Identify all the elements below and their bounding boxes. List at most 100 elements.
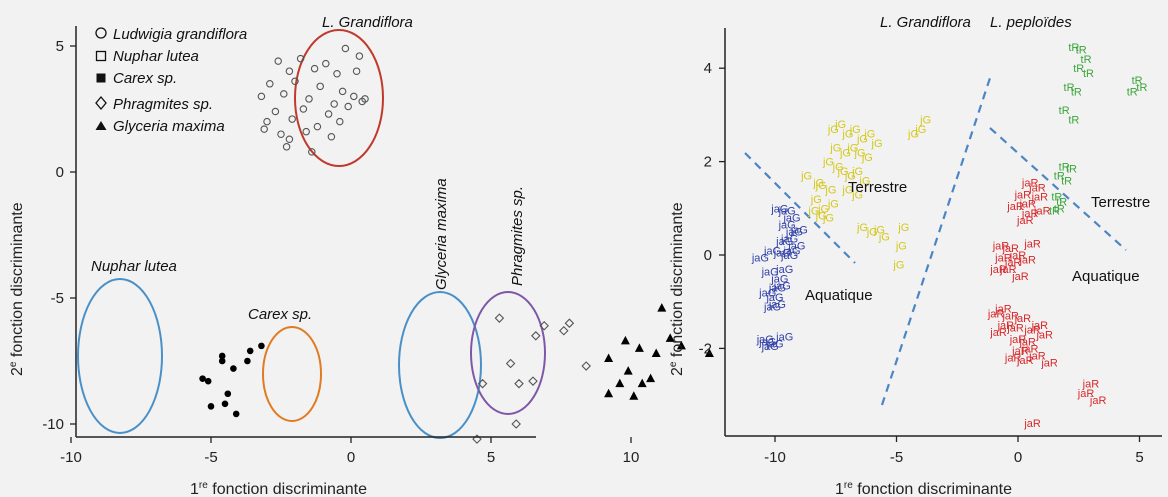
point-jar: jaR	[1077, 388, 1095, 400]
point-jag: jaG	[763, 301, 781, 313]
point-jar: jaR	[1028, 182, 1046, 194]
point-tr: tR	[1061, 175, 1072, 187]
point-carex-sp	[246, 347, 254, 355]
left-x-tick-label: -5	[204, 449, 217, 466]
left-xlabel-num: 1	[190, 481, 199, 497]
point-jg: jG	[919, 115, 931, 127]
point-glyceria-maxima	[637, 378, 647, 388]
point-ludwigia-grandiflora	[305, 95, 313, 103]
legend-filled-triangle-icon	[95, 121, 107, 130]
point-ludwigia-grandiflora	[344, 102, 352, 111]
point-tr: tR	[1054, 203, 1065, 215]
point-ludwigia-grandiflora	[322, 59, 330, 68]
point-jg: jG	[871, 138, 883, 150]
point-jar: jaR	[1018, 199, 1036, 211]
point-jag: jaG	[758, 336, 776, 348]
legend-open-square-icon	[95, 50, 107, 62]
point-jar: jaR	[1011, 271, 1029, 283]
point-jag: jaG	[756, 334, 774, 346]
point-phragmites-sp	[505, 358, 516, 369]
point-phragmites-sp	[514, 378, 524, 389]
right-x-tick-label: 0	[1014, 449, 1022, 466]
point-ludwigia-grandiflora	[274, 57, 282, 65]
left-x-tick-label: 5	[487, 449, 495, 466]
point-jag: jaG	[765, 339, 783, 351]
point-jar: jaR	[1014, 189, 1032, 201]
point-jg: jG	[807, 206, 819, 218]
point-tr: tR	[1076, 45, 1087, 57]
point-tr: tR	[1066, 164, 1077, 176]
right-ylabel-sup: e	[668, 361, 679, 367]
point-jag: jaG	[775, 264, 793, 276]
point-carex-sp	[232, 410, 240, 418]
point-jg: jG	[856, 222, 868, 234]
point-jg: jG	[841, 129, 853, 141]
point-ludwigia-grandiflora	[263, 117, 271, 126]
point-glyceria-maxima	[620, 335, 630, 345]
point-jag: jaG	[787, 241, 805, 253]
point-jg: jG	[858, 175, 870, 187]
point-ludwigia-grandiflora	[257, 92, 266, 101]
label-aquatique-grandiflora: Aquatique	[805, 287, 873, 304]
point-jar: jaR	[1021, 178, 1039, 190]
point-ludwigia-grandiflora	[336, 117, 344, 126]
point-jar: jaR	[1028, 350, 1046, 362]
point-carex-sp	[204, 377, 212, 385]
point-ludwigia-grandiflora	[358, 97, 366, 106]
point-ludwigia-grandiflora	[277, 130, 285, 138]
point-tr: tR	[1064, 82, 1075, 94]
point-jar: jaR	[1021, 343, 1039, 355]
point-jar: jaR	[989, 327, 1007, 339]
point-jar: jaR	[997, 320, 1015, 332]
right-ylabel-num: 2	[669, 367, 686, 376]
point-ludwigia-grandiflora	[327, 132, 336, 141]
point-jg: jG	[844, 171, 856, 183]
ellipse-phragmites	[398, 291, 482, 439]
point-tr: tR	[1054, 171, 1065, 183]
point-ludwigia-grandiflora	[330, 100, 338, 108]
point-ludwigia-grandiflora	[291, 77, 299, 86]
legend-label-glyceria: Glyceria maxima	[113, 118, 225, 135]
point-tr: tR	[1059, 161, 1070, 173]
point-carex-sp	[221, 400, 229, 408]
point-carex-sp	[199, 375, 206, 382]
point-jar: jaR	[1035, 329, 1053, 341]
label-glyceria: Glyceria maxima	[433, 178, 450, 290]
point-glyceria-maxima	[623, 366, 633, 375]
point-jar: jaR	[1023, 325, 1041, 337]
label-terrestre-grandiflora: Terrestre	[848, 179, 907, 196]
point-phragmites-sp	[511, 419, 521, 429]
point-jar: jaR	[1004, 257, 1022, 269]
point-jg: jG	[834, 119, 846, 131]
point-ludwigia-grandiflora	[296, 54, 305, 63]
right-xlabel-sup: re	[844, 480, 853, 491]
point-jar: jaR	[1009, 334, 1027, 346]
point-jg: jG	[895, 241, 907, 253]
point-ludwigia-grandiflora	[316, 82, 324, 91]
point-jar: jaR	[1031, 192, 1049, 204]
left-xlabel-sup: re	[199, 480, 208, 491]
point-ludwigia-grandiflora	[355, 52, 364, 60]
left-y-tick-label: -10	[42, 416, 64, 433]
point-jar: jaR	[1018, 255, 1036, 267]
point-glyceria-maxima	[604, 388, 614, 398]
point-carex-sp	[244, 357, 251, 365]
point-jar: jaR	[1023, 238, 1041, 250]
point-jg: jG	[822, 157, 834, 169]
dashed-line-species-divider	[880, 77, 992, 406]
point-ludwigia-grandiflora	[285, 135, 294, 143]
legend-open-circle-icon	[95, 27, 107, 39]
ellipse-glyceria	[470, 291, 546, 415]
point-jar: jaR	[1001, 243, 1019, 255]
label-lgrandiflora-right: L. Grandiflora	[880, 14, 971, 31]
point-jg: jG	[856, 133, 868, 145]
point-jg: jG	[873, 224, 885, 236]
point-jag: jaG	[763, 245, 781, 257]
label-lpeploides: L. peploïdes	[990, 14, 1072, 31]
point-carex-sp	[218, 352, 226, 360]
point-jag: jaG	[782, 213, 800, 225]
point-tr: tR	[1081, 54, 1092, 66]
label-carex: Carex sp.	[248, 306, 312, 323]
